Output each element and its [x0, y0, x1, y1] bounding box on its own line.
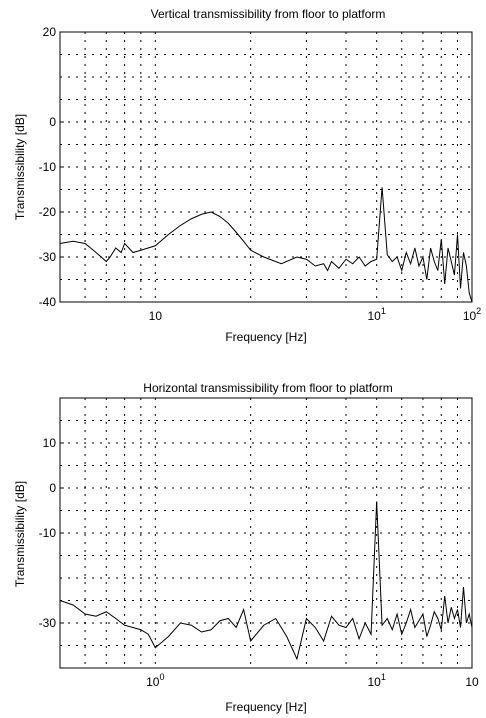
- vertical-chart-ytick-label: 20: [43, 25, 57, 39]
- vertical-chart-ytick-label: 0: [49, 115, 56, 129]
- horizontal-chart-xtick-label: 10: [465, 675, 479, 689]
- vertical-chart-xtick-label: 10: [149, 309, 163, 323]
- horizontal-chart-xticks: 100 101 10: [146, 672, 479, 689]
- horizontal-chart-grid: [60, 398, 472, 668]
- vertical-chart-grid: [60, 32, 472, 302]
- vertical-chart-ytick-label: -40: [39, 295, 57, 309]
- horizontal-chart-yticks: 10 0 -10 -30: [39, 436, 64, 630]
- horizontal-chart-title: Horizontal transmissibility from floor t…: [143, 381, 392, 395]
- vertical-chart-ytick-label: -20: [39, 205, 57, 219]
- horizontal-chart: Horizontal transmissibility from floor t…: [13, 381, 479, 714]
- vertical-chart-title: Vertical transmissibility from floor to …: [151, 7, 386, 21]
- horizontal-chart-ytick-label: 10: [43, 436, 57, 450]
- horizontal-chart-ylabel: Transmissibility [dB]: [13, 481, 27, 587]
- horizontal-chart-xlabel: Frequency [Hz]: [225, 700, 306, 714]
- vertical-chart-yticks: 20 0 -10 -20 -30 -40: [39, 25, 64, 309]
- vertical-chart: Vertical transmissibility from floor to …: [13, 7, 481, 344]
- horizontal-chart-ytick-label: -10: [39, 526, 57, 540]
- vertical-chart-series-line: [59, 187, 473, 303]
- horizontal-chart-series-line: [59, 501, 473, 661]
- horizontal-chart-ytick-label: -30: [39, 616, 57, 630]
- vertical-chart-xlabel: Frequency [Hz]: [225, 330, 306, 344]
- vertical-chart-ylabel: Transmissibility [dB]: [13, 114, 27, 220]
- vertical-chart-ytick-label: -10: [39, 160, 57, 174]
- horizontal-chart-ytick-label: 0: [49, 481, 56, 495]
- vertical-chart-ytick-label: -30: [39, 250, 57, 264]
